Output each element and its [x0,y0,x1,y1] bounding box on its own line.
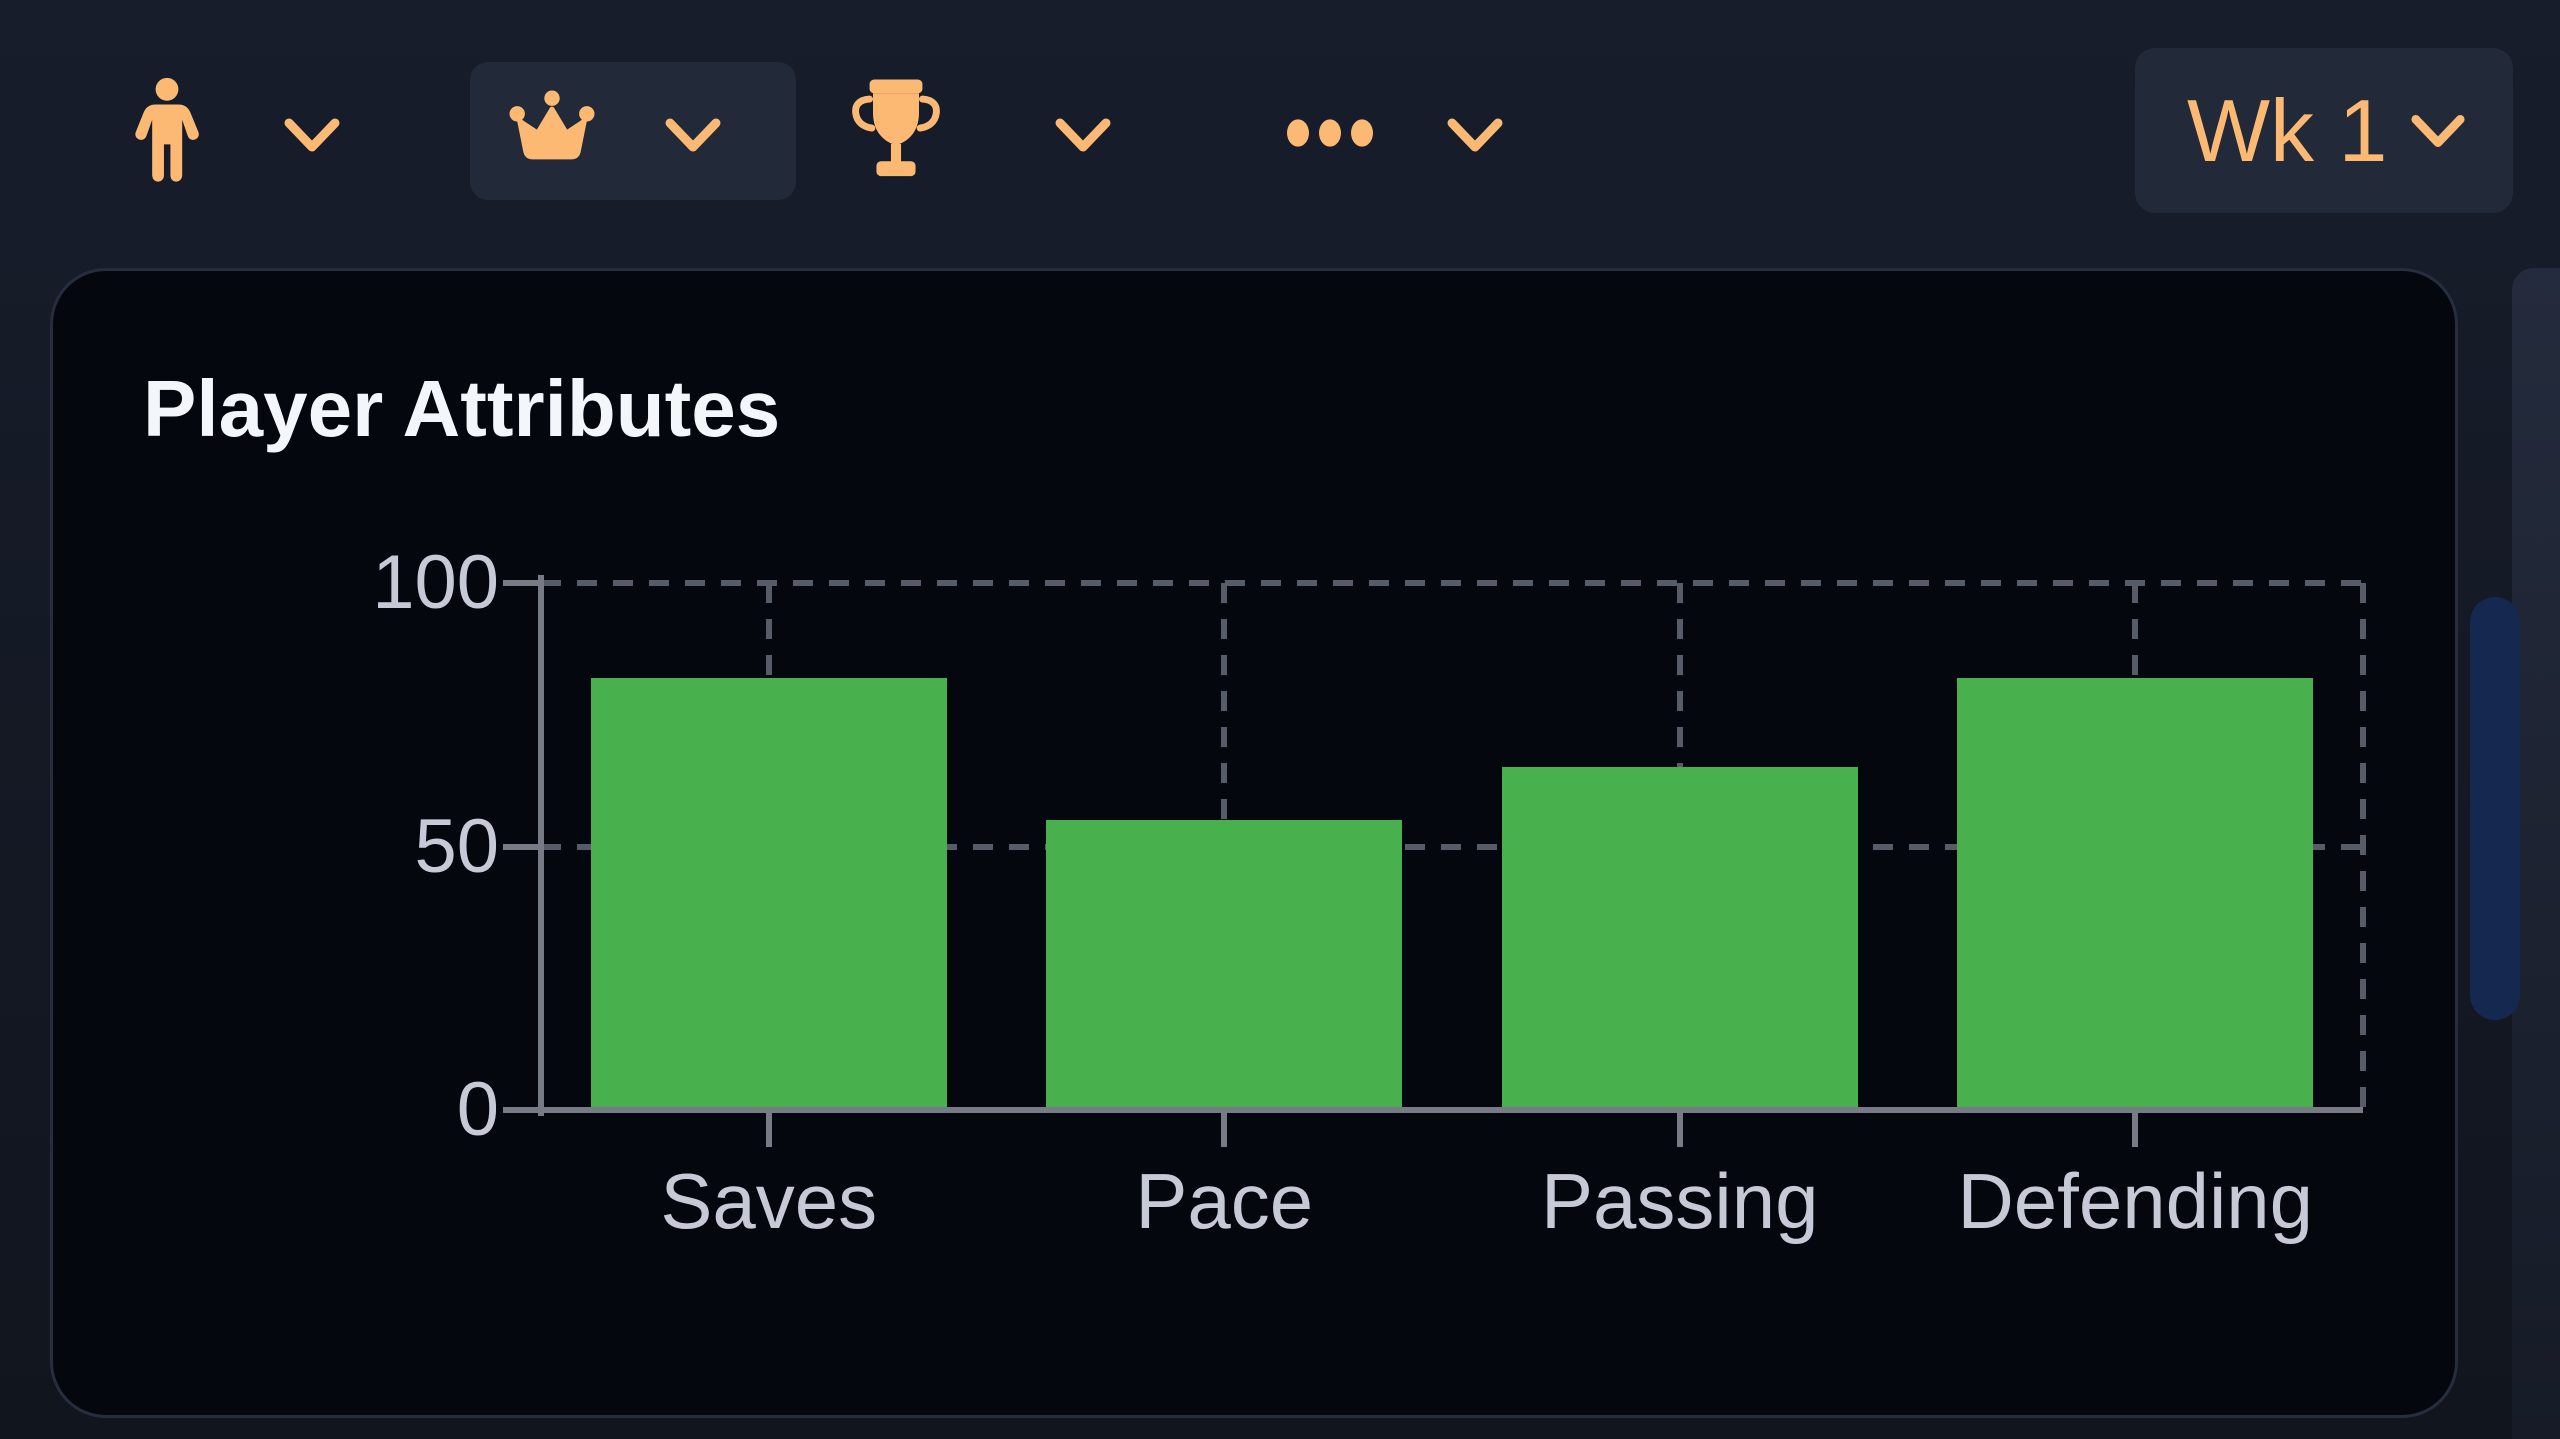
crown-icon [509,90,595,160]
bar-defending [1957,677,2314,1110]
player-attributes-card: Player Attributes 100 50 0 Saves Pace Passing… [50,268,2458,1418]
bar-passing [1501,767,1858,1110]
chevron-down-icon [284,118,340,152]
x-axis-label: Defending [1957,1157,2314,1245]
bar-pace [1046,820,1403,1110]
tab-captain[interactable] [470,62,796,200]
y-axis-label: 0 [456,1067,499,1152]
y-axis-label: 50 [414,803,499,889]
gridline-h [541,843,2363,850]
y-axis-tick [503,580,541,586]
scrollbar-thumb[interactable] [2470,597,2520,1020]
y-axis-tick [503,843,541,850]
trophy-icon [852,79,940,177]
next-card-peek[interactable] [2512,268,2560,1439]
x-axis-tick [1676,1113,1683,1147]
gridline-h [541,580,2363,586]
week-label: Wk 1 [2187,81,2388,180]
chevron-down-icon [2411,115,2465,147]
bar-chart: 100 50 0 Saves Pace Passing Defending [53,271,2455,1415]
y-axis-label: 100 [372,540,499,625]
chevron-down-icon [665,118,721,152]
x-axis-tick [765,1113,772,1147]
x-axis-line [503,1107,2363,1113]
x-axis-label: Passing [1541,1157,1819,1245]
tab-more[interactable] [1265,58,1520,208]
x-axis-label: Pace [1135,1157,1314,1245]
tab-player[interactable] [100,58,350,208]
week-selector[interactable]: Wk 1 [2135,48,2513,213]
chevron-down-icon [1055,118,1111,152]
ellipsis-icon [1287,119,1373,147]
x-axis-label: Saves [660,1157,878,1245]
x-axis-tick [1221,1113,1228,1147]
person-icon [135,77,199,182]
card-title: Player Attributes [143,364,781,453]
bar-saves [590,677,947,1110]
gridline-v [2360,583,2366,1110]
chevron-down-icon [1447,118,1503,152]
y-axis-line [538,575,544,1116]
x-axis-tick [2132,1113,2139,1147]
tab-trophy[interactable] [830,58,1130,208]
